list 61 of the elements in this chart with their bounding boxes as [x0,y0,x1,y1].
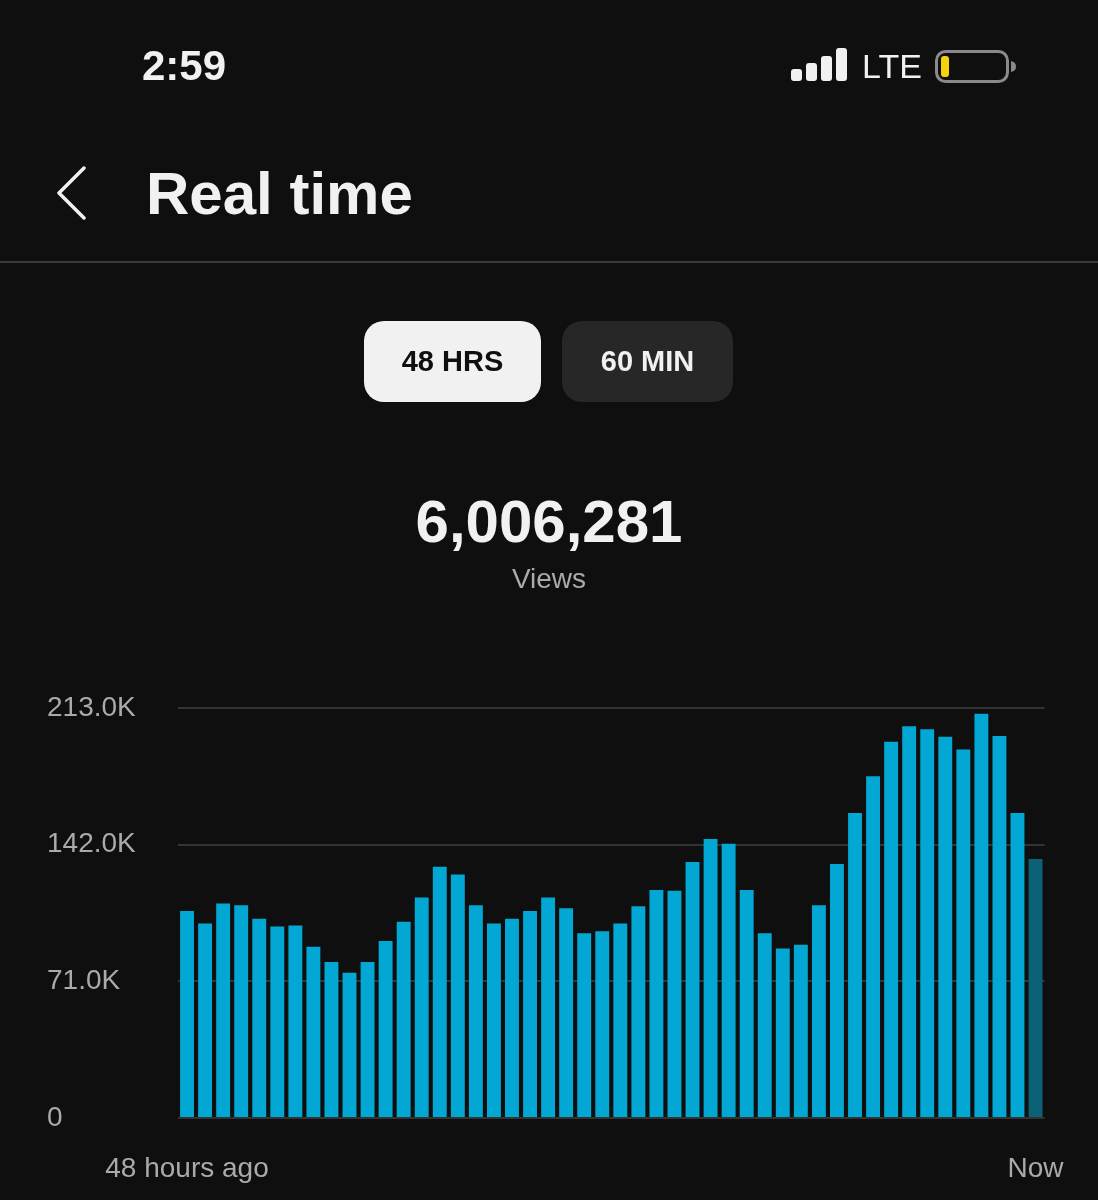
text: 2:59 [142,42,227,90]
text: LTE [862,46,922,86]
bar [902,726,917,1117]
bar [1010,812,1025,1117]
bar [378,940,393,1117]
bar [685,861,700,1117]
bar [739,889,754,1117]
toggle-button: 60 MIN [562,321,733,402]
bar [523,911,537,1117]
bar [288,925,303,1117]
y-tick-label: 71.0K [47,964,121,996]
bar [884,741,899,1117]
y-tick-label: 0 [47,1100,63,1132]
bar [270,926,285,1117]
bar [360,962,375,1117]
bar [216,903,231,1117]
toggle-button: 48 HRS [364,321,541,402]
bar [306,946,321,1117]
bar [956,749,971,1117]
bar [866,776,881,1117]
bar [234,905,249,1117]
text: 6,006,281 [414,488,684,555]
bar [180,911,194,1117]
bar [649,889,664,1117]
bar [848,812,862,1117]
chart-title: Real time [146,160,413,228]
bar [468,905,483,1117]
bar [938,736,953,1117]
bar [198,923,213,1117]
bar [1028,859,1043,1117]
bar [793,944,808,1117]
bar [920,729,935,1117]
bar [505,918,519,1117]
bar [974,713,989,1117]
bar [721,843,736,1117]
bar [396,921,411,1117]
bar [559,908,574,1117]
bar [324,962,339,1117]
bar [667,890,682,1117]
bar [703,838,718,1117]
bar [450,874,465,1117]
bar [595,931,610,1117]
bar [432,866,447,1117]
y-tick-label: 142.0K [47,827,137,859]
bar [486,923,501,1117]
bar [577,933,592,1117]
bar [757,933,772,1117]
bar [342,972,357,1117]
bar [631,906,646,1117]
text: Views [510,562,588,596]
bar [252,918,267,1117]
bar [992,735,1007,1117]
bar [541,897,556,1117]
bar [830,863,844,1117]
x-tick-label: 48 hours ago [105,1151,269,1183]
bar [775,948,790,1117]
bar [613,923,628,1117]
x-tick-label: Now [1007,1151,1065,1183]
bar [811,905,826,1117]
y-tick-label: 213.0K [47,690,137,722]
bar [414,897,429,1117]
